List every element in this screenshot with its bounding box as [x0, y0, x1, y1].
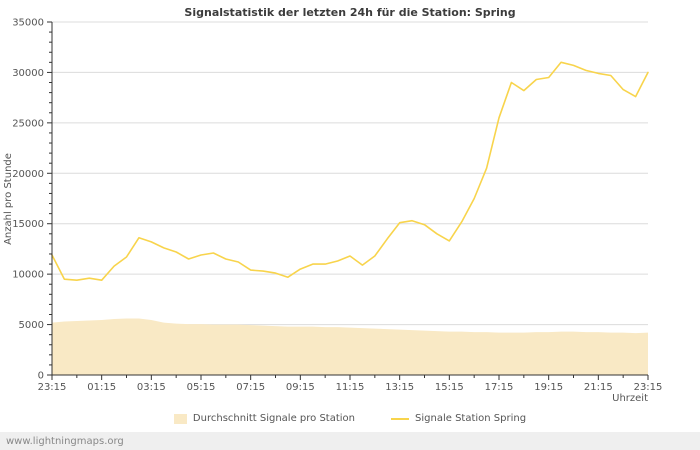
x-tick-label: 17:15	[485, 382, 514, 393]
legend-swatch-area	[173, 413, 187, 424]
y-tick-label: 10000	[12, 270, 44, 281]
y-tick-label: 25000	[12, 118, 44, 129]
x-tick-label: 05:15	[187, 382, 216, 393]
y-tick-label: 20000	[12, 169, 44, 180]
x-tick-label: 21:15	[584, 382, 613, 393]
x-tick-label: 07:15	[236, 382, 265, 393]
legend-swatch-line	[391, 417, 410, 420]
x-tick-label: 11:15	[336, 382, 365, 393]
series-line-station	[51, 61, 649, 282]
legend-label-average: Durchschnitt Signale pro Station	[192, 413, 356, 424]
y-tick-label: 0	[38, 371, 44, 382]
footer-bar: www.lightningmaps.org	[0, 432, 700, 450]
y-tick-label: 5000	[19, 320, 44, 331]
chart-title: Signalstatistik der letzten 24h für die …	[184, 6, 516, 19]
x-tick-label: 09:15	[286, 382, 315, 393]
x-tick-label: 01:15	[87, 382, 116, 393]
x-axis-label: Uhrzeit	[612, 393, 648, 404]
x-tick-label: 19:15	[534, 382, 563, 393]
y-tick-label: 15000	[12, 219, 44, 230]
x-tick-label: 23:15	[38, 382, 67, 393]
watermark-link[interactable]: www.lightningmaps.org	[6, 435, 124, 447]
x-tick-label: 03:15	[137, 382, 166, 393]
legend-item-average: Durchschnitt Signale pro Station	[173, 413, 356, 424]
y-tick-label: 35000	[12, 18, 44, 29]
legend-label-station: Signale Station Spring	[415, 413, 527, 424]
y-tick-label: 30000	[12, 68, 44, 79]
series-area-average	[52, 318, 648, 375]
x-tick-label: 13:15	[385, 382, 414, 393]
legend: Durchschnitt Signale pro Station Signale…	[0, 413, 700, 424]
x-tick-label: 23:15	[634, 382, 663, 393]
legend-item-station: Signale Station Spring	[391, 413, 526, 424]
x-tick-label: 15:15	[435, 382, 464, 393]
